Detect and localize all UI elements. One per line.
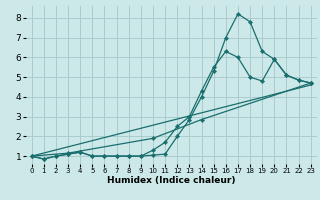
X-axis label: Humidex (Indice chaleur): Humidex (Indice chaleur)	[107, 176, 236, 185]
